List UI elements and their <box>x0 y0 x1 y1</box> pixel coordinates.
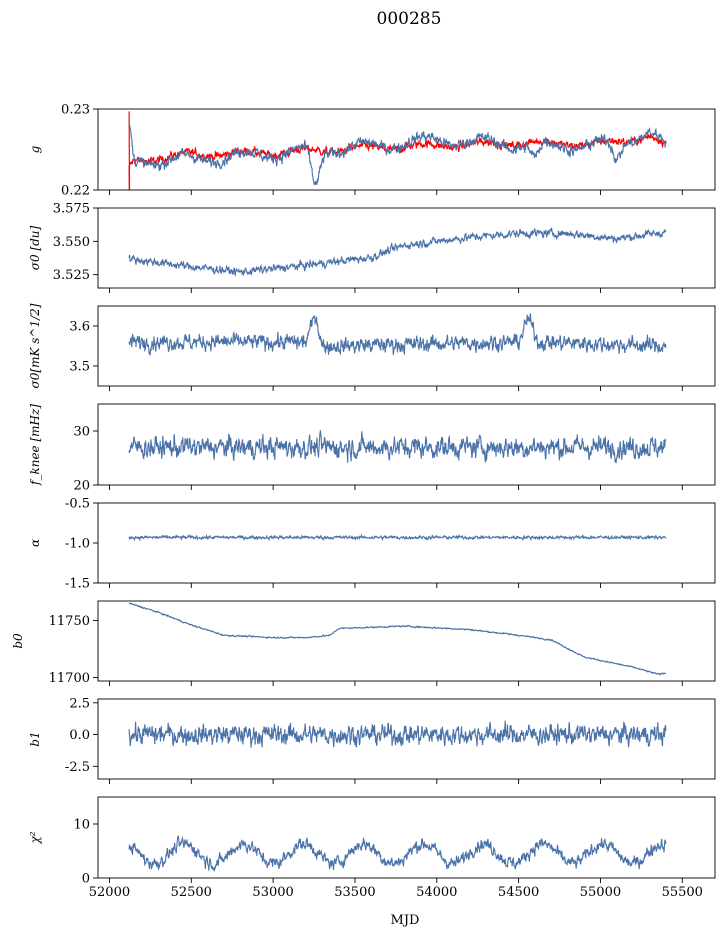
x-tick-label: 54500 <box>498 885 539 900</box>
y-tick-label: -1.0 <box>65 537 90 552</box>
x-tick-label: 53000 <box>252 885 293 900</box>
y-tick-label: 11750 <box>49 614 90 629</box>
series-b1 <box>128 720 667 748</box>
panel-frame <box>97 305 716 387</box>
series-alpha <box>128 533 667 542</box>
y-tick-label: 0 <box>82 872 90 887</box>
panel-frame <box>97 600 716 682</box>
panel-frame <box>97 796 716 879</box>
y-tick-label: 0.0 <box>69 728 90 743</box>
x-tick-label: 53500 <box>334 885 375 900</box>
panel-frame <box>97 207 716 289</box>
panel-8: 0 10 52000 52500 53000 53500 54000 54500 55000 55… <box>28 796 716 900</box>
panel-frame <box>97 502 716 584</box>
y-tick-label: 0.23 <box>61 103 90 118</box>
y-axis-label: b0 <box>11 633 25 649</box>
y-tick-label: 10 <box>73 818 90 833</box>
y-tick-label: 20 <box>73 479 90 494</box>
y-axis-label: α <box>28 539 42 547</box>
x-tick-label: 55500 <box>662 885 703 900</box>
y-axis-label: g <box>28 145 42 153</box>
y-tick-label: 11700 <box>49 671 90 686</box>
y-tick-label: 30 <box>73 425 90 440</box>
series-fknee <box>128 430 667 464</box>
x-tick-label: 54000 <box>416 885 457 900</box>
series-chi2 <box>128 835 667 873</box>
y-tick-label: -2.5 <box>65 760 90 775</box>
x-tick-label: 52500 <box>171 885 212 900</box>
panel-1: 0.22 0.23 g <box>28 103 716 199</box>
y-tick-label: 3.525 <box>53 268 90 283</box>
panel-frame <box>97 403 716 486</box>
x-tick-label: 52000 <box>89 885 130 900</box>
x-tick-label: 55000 <box>580 885 621 900</box>
panel-frame <box>97 108 716 191</box>
y-tick-label: -0.5 <box>65 497 90 512</box>
series-sigma0_mk <box>128 313 667 356</box>
panel-2: 3.525 3.550 3.575 σ0 [du] <box>28 202 716 293</box>
series-b0 <box>128 602 667 676</box>
figure-title: 000285 <box>377 9 442 29</box>
x-axis-label: MJD <box>391 913 420 928</box>
panel-4: 20 30 f_knee [mHz] <box>28 403 716 494</box>
y-axis-label: χ² <box>28 831 42 844</box>
y-tick-label: 3.6 <box>69 320 90 335</box>
y-tick-label: -1.5 <box>65 577 90 592</box>
panel-5: -1.5 -1.0 -0.5 α <box>28 497 716 592</box>
y-tick-label: 3.5 <box>69 360 90 375</box>
series-g_obs <box>128 119 667 186</box>
y-tick-label: 3.575 <box>53 202 90 217</box>
panel-6: 11700 11750 b0 <box>11 600 716 686</box>
y-tick-label: 3.550 <box>53 235 90 250</box>
y-tick-label: 0.22 <box>61 184 90 199</box>
y-axis-label: σ0 [du] <box>28 225 42 270</box>
y-axis-label: f_knee [mHz] <box>28 404 42 486</box>
panel-3: 3.5 3.6 σ0[mK s^1/2] <box>28 303 716 391</box>
series-sigma0_du <box>128 227 667 277</box>
y-tick-label: 2.5 <box>69 696 90 711</box>
panel-frame <box>97 698 716 780</box>
series-g <box>128 111 667 190</box>
y-axis-label: b1 <box>28 731 42 746</box>
y-axis-label: σ0[mK s^1/2] <box>28 303 42 388</box>
panel-7: -2.5 0.0 2.5 b1 <box>28 696 716 784</box>
